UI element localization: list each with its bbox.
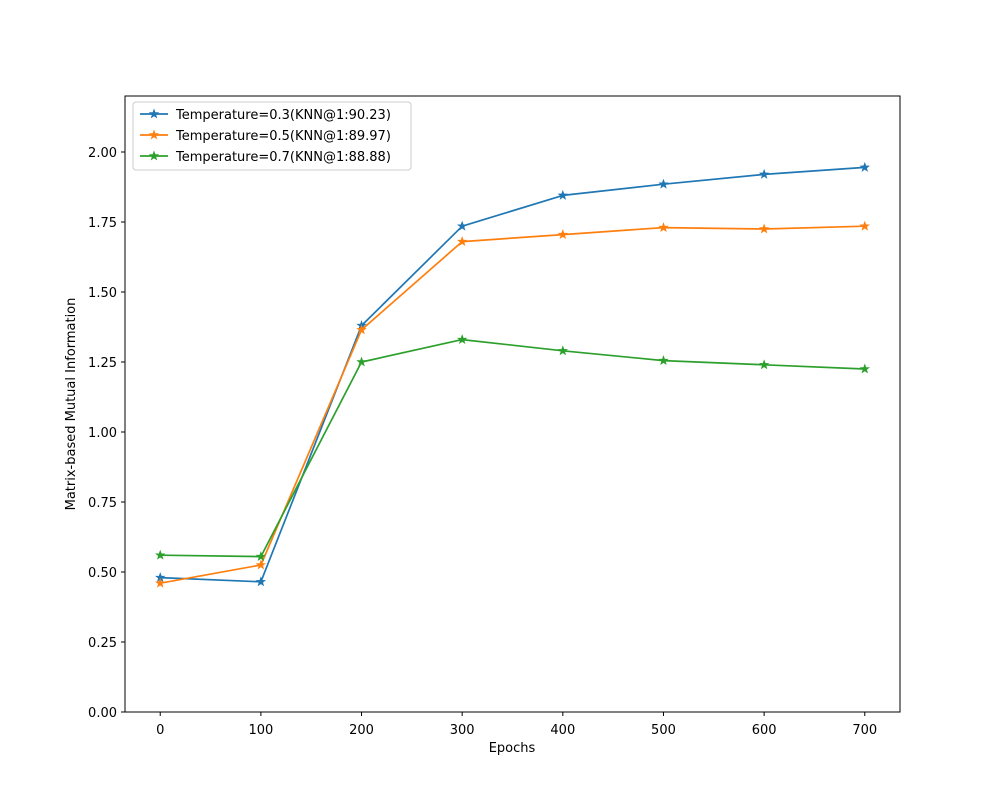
series-3 [155,334,870,562]
data-point [658,355,669,366]
legend-item: Temperature=0.3(KNN@1:90.23) [140,108,391,123]
x-axis-label: Epochs [489,741,536,756]
plot-frame [124,95,901,713]
x-tick-label: 600 [752,723,777,738]
data-point [658,222,669,233]
data-point [557,189,569,200]
legend-marker [148,108,160,119]
legend-box [132,101,412,171]
series-1 [155,161,870,587]
data-point [456,220,468,231]
data-point [155,577,166,588]
data-point [356,356,367,367]
series-line [160,338,865,558]
legend-label: Temperature=0.7(KNN@1:88.88) [175,150,391,165]
data-point [155,549,166,560]
data-point [456,236,468,247]
data-point [859,220,870,231]
legend: Temperature=0.3(KNN@1:90.23) Temperature=… [132,101,412,171]
y-tick-label: 1.75 [88,216,117,231]
series-line [160,166,865,583]
data-point [255,576,267,587]
x-tick-label: 200 [349,723,374,738]
data-point [255,551,267,562]
legend-marker [148,129,160,140]
data-point [658,178,669,189]
y-tick-label: 0.50 [88,566,117,581]
y-tick-label: 0.75 [88,496,117,511]
x-tick-label: 0 [156,723,164,738]
data-point [356,324,367,335]
data-point [456,334,468,345]
legend-marker [148,150,160,161]
data-point [758,168,770,179]
data-point [758,223,770,234]
y-tick-label: 1.50 [88,286,117,301]
data-point [255,559,267,570]
legend-label: Temperature=0.5(KNN@1:89.97) [175,129,391,144]
legend-item: Temperature=0.5(KNN@1:89.97) [140,129,391,144]
y-tick-label: 1.25 [88,356,117,371]
legend-label: Temperature=0.3(KNN@1:90.23) [175,108,391,123]
data-point [557,229,569,240]
x-tick-label: 700 [852,723,877,738]
x-tick-label: 500 [651,723,676,738]
y-tick-label: 2.00 [88,146,117,161]
y-tick-label: 1.00 [88,426,117,441]
data-point [758,359,770,370]
x-tick-label: 400 [550,723,575,738]
y-axis-label: Matrix-based Mutual Information [64,298,79,511]
x-tick-label: 300 [450,723,475,738]
x-axis: 0 100 200 300 400 500 600 700 [156,712,877,738]
y-tick-label: 0.25 [88,636,117,651]
legend-item: Temperature=0.7(KNN@1:88.88) [140,150,391,165]
y-axis: 0.00 0.25 0.50 0.75 1.00 1.25 1.50 1.75 2.00 [88,146,125,721]
y-tick-label: 0.00 [88,706,117,721]
data-point [557,345,569,356]
data-point [859,161,870,172]
x-tick-label: 100 [248,723,273,738]
data-point [859,363,870,374]
